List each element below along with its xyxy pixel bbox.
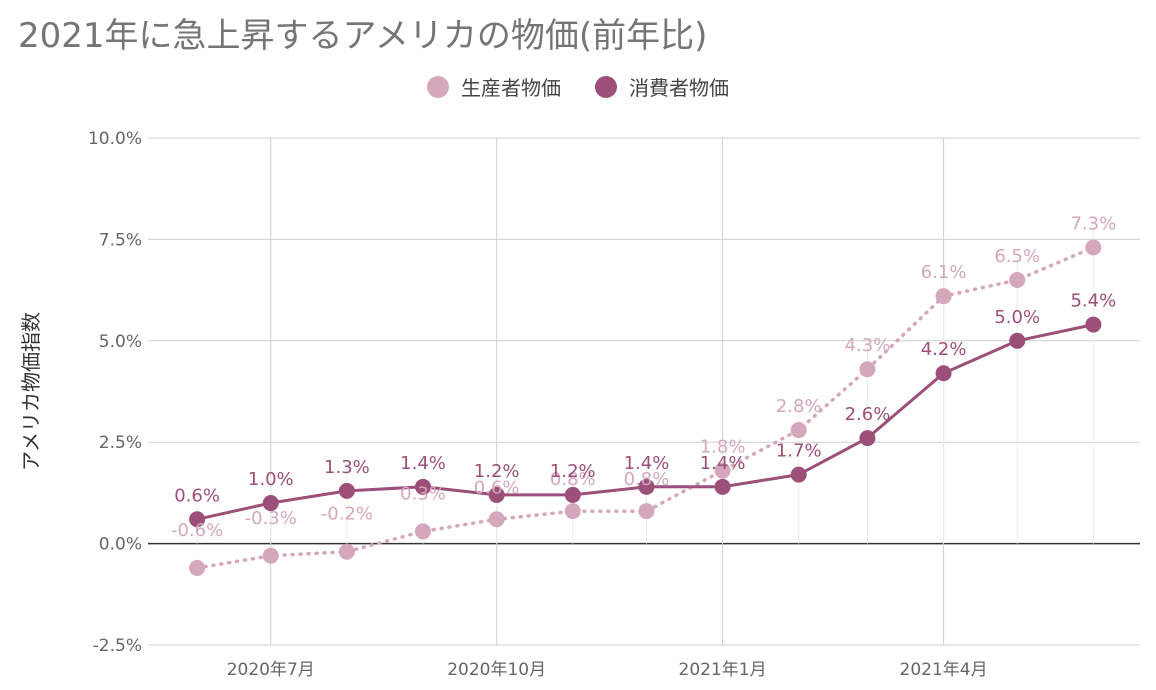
data-label-producer: -0.2% <box>321 504 373 525</box>
data-label-producer: 0.8% <box>550 469 596 490</box>
data-label-consumer: 2.6% <box>845 404 891 425</box>
data-point-consumer <box>714 478 731 495</box>
data-point-producer <box>415 523 432 540</box>
data-point-consumer <box>790 466 807 483</box>
data-label-producer: 0.6% <box>474 477 520 498</box>
data-label-producer: 6.5% <box>994 246 1040 267</box>
legend-marker-producer <box>427 75 449 98</box>
data-label-consumer: 1.0% <box>248 469 294 490</box>
data-point-producer <box>859 361 876 378</box>
data-point-consumer <box>638 478 655 495</box>
data-point-consumer <box>1009 332 1026 349</box>
data-point-producer <box>638 503 655 520</box>
data-label-consumer: 5.4% <box>1070 291 1116 312</box>
y-axis-label: アメリカ物価指数 <box>19 312 43 471</box>
data-point-producer <box>189 559 206 576</box>
legend-marker-consumer <box>595 75 617 98</box>
data-label-consumer: 5.0% <box>994 307 1040 328</box>
data-label-consumer: 1.7% <box>776 441 822 462</box>
data-point-producer <box>790 422 807 439</box>
data-point-consumer <box>415 478 432 495</box>
data-point-producer <box>338 543 355 560</box>
x-tick-label: 2021年1月 <box>679 660 767 680</box>
data-label-consumer: 1.4% <box>624 453 670 474</box>
data-label-consumer: 4.2% <box>921 339 967 360</box>
data-label-producer: -0.6% <box>171 520 223 541</box>
y-tick-label: 0.0% <box>99 535 142 555</box>
data-point-consumer <box>1085 316 1102 333</box>
chart-title: 2021年に急上昇するアメリカの物価(前年比) <box>18 16 708 56</box>
data-label-producer: 7.3% <box>1070 214 1116 235</box>
legend-item-consumer[interactable]: 消費者物価 <box>595 72 729 101</box>
legend-label-consumer: 消費者物価 <box>629 76 729 100</box>
data-point-producer <box>488 511 505 528</box>
data-point-consumer <box>935 365 952 382</box>
data-label-producer: 6.1% <box>921 262 967 283</box>
data-point-consumer <box>564 486 581 503</box>
y-tick-label: 5.0% <box>99 332 142 352</box>
data-label-consumer: 1.2% <box>474 461 520 482</box>
legend: 生産者物価 消費者物価 <box>0 72 1156 101</box>
legend-item-producer[interactable]: 生産者物価 <box>427 72 561 101</box>
data-label-consumer: 1.4% <box>700 453 746 474</box>
x-tick-label: 2020年7月 <box>227 660 315 680</box>
y-tick-label: -2.5% <box>93 636 142 656</box>
data-point-consumer <box>338 482 355 499</box>
data-label-producer: 0.8% <box>624 469 670 490</box>
data-label-consumer: 0.6% <box>174 485 220 506</box>
y-tick-label: 2.5% <box>99 433 142 453</box>
data-point-producer <box>262 547 279 564</box>
data-label-consumer: 1.3% <box>324 457 370 478</box>
legend-label-producer: 生産者物価 <box>461 76 561 100</box>
y-tick-label: 7.5% <box>99 230 142 250</box>
data-label-producer: 0.3% <box>400 483 446 504</box>
data-point-consumer <box>189 511 206 528</box>
data-point-consumer <box>262 495 279 512</box>
data-point-producer <box>1085 239 1102 256</box>
data-label-consumer: 1.2% <box>550 461 596 482</box>
data-point-consumer <box>859 430 876 447</box>
data-point-producer <box>1009 271 1026 288</box>
x-tick-label: 2020年10月 <box>447 660 546 680</box>
data-label-producer: 4.3% <box>845 335 891 356</box>
data-label-producer: 2.8% <box>776 396 822 417</box>
data-label-producer: 1.8% <box>700 437 746 458</box>
data-point-producer <box>564 503 581 520</box>
data-point-consumer <box>488 486 505 503</box>
y-tick-label: 10.0% <box>88 129 142 149</box>
data-label-producer: -0.3% <box>245 508 297 529</box>
data-point-producer <box>935 288 952 305</box>
data-point-producer <box>714 462 731 479</box>
data-label-consumer: 1.4% <box>400 453 446 474</box>
x-tick-label: 2021年4月 <box>900 660 988 680</box>
